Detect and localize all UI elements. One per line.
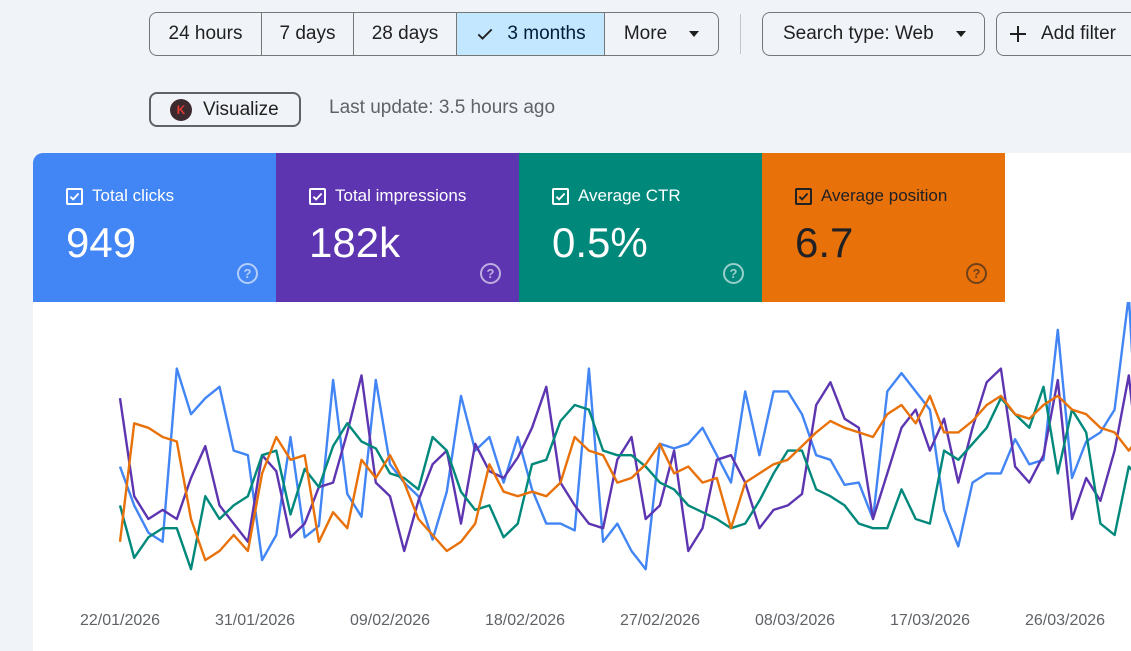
x-tick-label: 22/01/2026 bbox=[80, 612, 160, 629]
metric-tiles: Total clicks 949 ? Total impressions 182… bbox=[33, 153, 1005, 302]
range-label: More bbox=[623, 23, 668, 44]
plus-icon bbox=[1010, 26, 1026, 42]
performance-line-chart: 22/01/2026 31/01/2026 09/02/2026 18/02/2026… bbox=[80, 302, 1131, 629]
range-label: 7 days bbox=[279, 23, 336, 44]
visualize-label: Visualize bbox=[203, 98, 279, 120]
range-28-days[interactable]: 28 days bbox=[354, 13, 457, 55]
metric-value: 182k bbox=[309, 219, 401, 266]
help-icon[interactable]: ? bbox=[723, 263, 744, 284]
metric-total-clicks[interactable]: Total clicks 949 ? bbox=[33, 153, 276, 302]
x-tick-label: 26/03/2026 bbox=[1025, 612, 1105, 629]
metric-header: Total clicks bbox=[66, 186, 174, 206]
checkbox-checked-icon[interactable] bbox=[552, 187, 569, 205]
metric-label: Total clicks bbox=[92, 186, 175, 205]
metric-total-impressions[interactable]: Total impressions 182k ? bbox=[276, 153, 519, 302]
caret-down-icon bbox=[955, 31, 966, 37]
metric-average-position[interactable]: Average position 6.7 ? bbox=[762, 153, 1005, 302]
performance-card: Total clicks 949 ? Total impressions 182… bbox=[33, 153, 1131, 651]
last-update-text: Last update: 3.5 hours ago bbox=[329, 97, 556, 118]
range-more-dropdown[interactable]: More bbox=[605, 13, 718, 55]
checkbox-checked-icon[interactable] bbox=[309, 187, 326, 205]
add-filter-label: Add filter bbox=[1041, 23, 1116, 44]
help-icon[interactable]: ? bbox=[237, 263, 258, 284]
add-filter-button[interactable]: Add filter bbox=[996, 12, 1131, 56]
series-line-average-position bbox=[118, 394, 1131, 562]
metric-label: Average position bbox=[821, 186, 948, 205]
x-tick-label: 27/02/2026 bbox=[620, 612, 700, 629]
x-tick-label: 09/02/2026 bbox=[350, 612, 430, 629]
metric-label: Total impressions bbox=[335, 186, 467, 205]
toolbar-divider bbox=[740, 14, 741, 54]
metric-header: Total impressions bbox=[309, 186, 466, 206]
range-label: 3 months bbox=[507, 23, 586, 44]
visualize-button[interactable]: K Visualize bbox=[149, 92, 301, 127]
metric-header: Average CTR bbox=[552, 186, 681, 206]
metric-value: 0.5% bbox=[552, 219, 648, 266]
range-3-months[interactable]: 3 months bbox=[457, 13, 605, 55]
metric-value: 949 bbox=[66, 219, 137, 266]
caret-down-icon bbox=[689, 31, 700, 37]
k-logo-icon: K bbox=[170, 98, 192, 121]
help-icon[interactable]: ? bbox=[480, 263, 501, 284]
x-tick-label: 08/03/2026 bbox=[755, 612, 835, 629]
help-icon[interactable]: ? bbox=[966, 263, 987, 284]
metric-label: Average CTR bbox=[578, 186, 681, 205]
x-tick-label: 18/02/2026 bbox=[485, 612, 565, 629]
search-type-label: Search type: Web bbox=[783, 23, 934, 44]
checkbox-checked-icon[interactable] bbox=[66, 187, 83, 205]
range-24-hours[interactable]: 24 hours bbox=[150, 13, 262, 55]
series-line-total-impressions bbox=[118, 367, 1131, 553]
x-tick-label: 31/01/2026 bbox=[215, 612, 295, 629]
checkmark-icon bbox=[478, 28, 493, 40]
range-7-days[interactable]: 7 days bbox=[262, 13, 354, 55]
range-label: 28 days bbox=[371, 23, 439, 44]
date-range-selector: 24 hours 7 days 28 days 3 months More bbox=[149, 12, 719, 56]
search-type-dropdown[interactable]: Search type: Web bbox=[762, 12, 985, 56]
metric-header: Average position bbox=[795, 186, 947, 206]
range-label: 24 hours bbox=[168, 23, 243, 44]
checkbox-checked-icon[interactable] bbox=[795, 187, 812, 205]
series-line-total-clicks bbox=[118, 302, 1131, 571]
x-tick-label: 17/03/2026 bbox=[890, 612, 970, 629]
metric-average-ctr[interactable]: Average CTR 0.5% ? bbox=[519, 153, 762, 302]
series-line-average-ctr bbox=[118, 385, 1131, 571]
metric-value: 6.7 bbox=[795, 219, 854, 266]
